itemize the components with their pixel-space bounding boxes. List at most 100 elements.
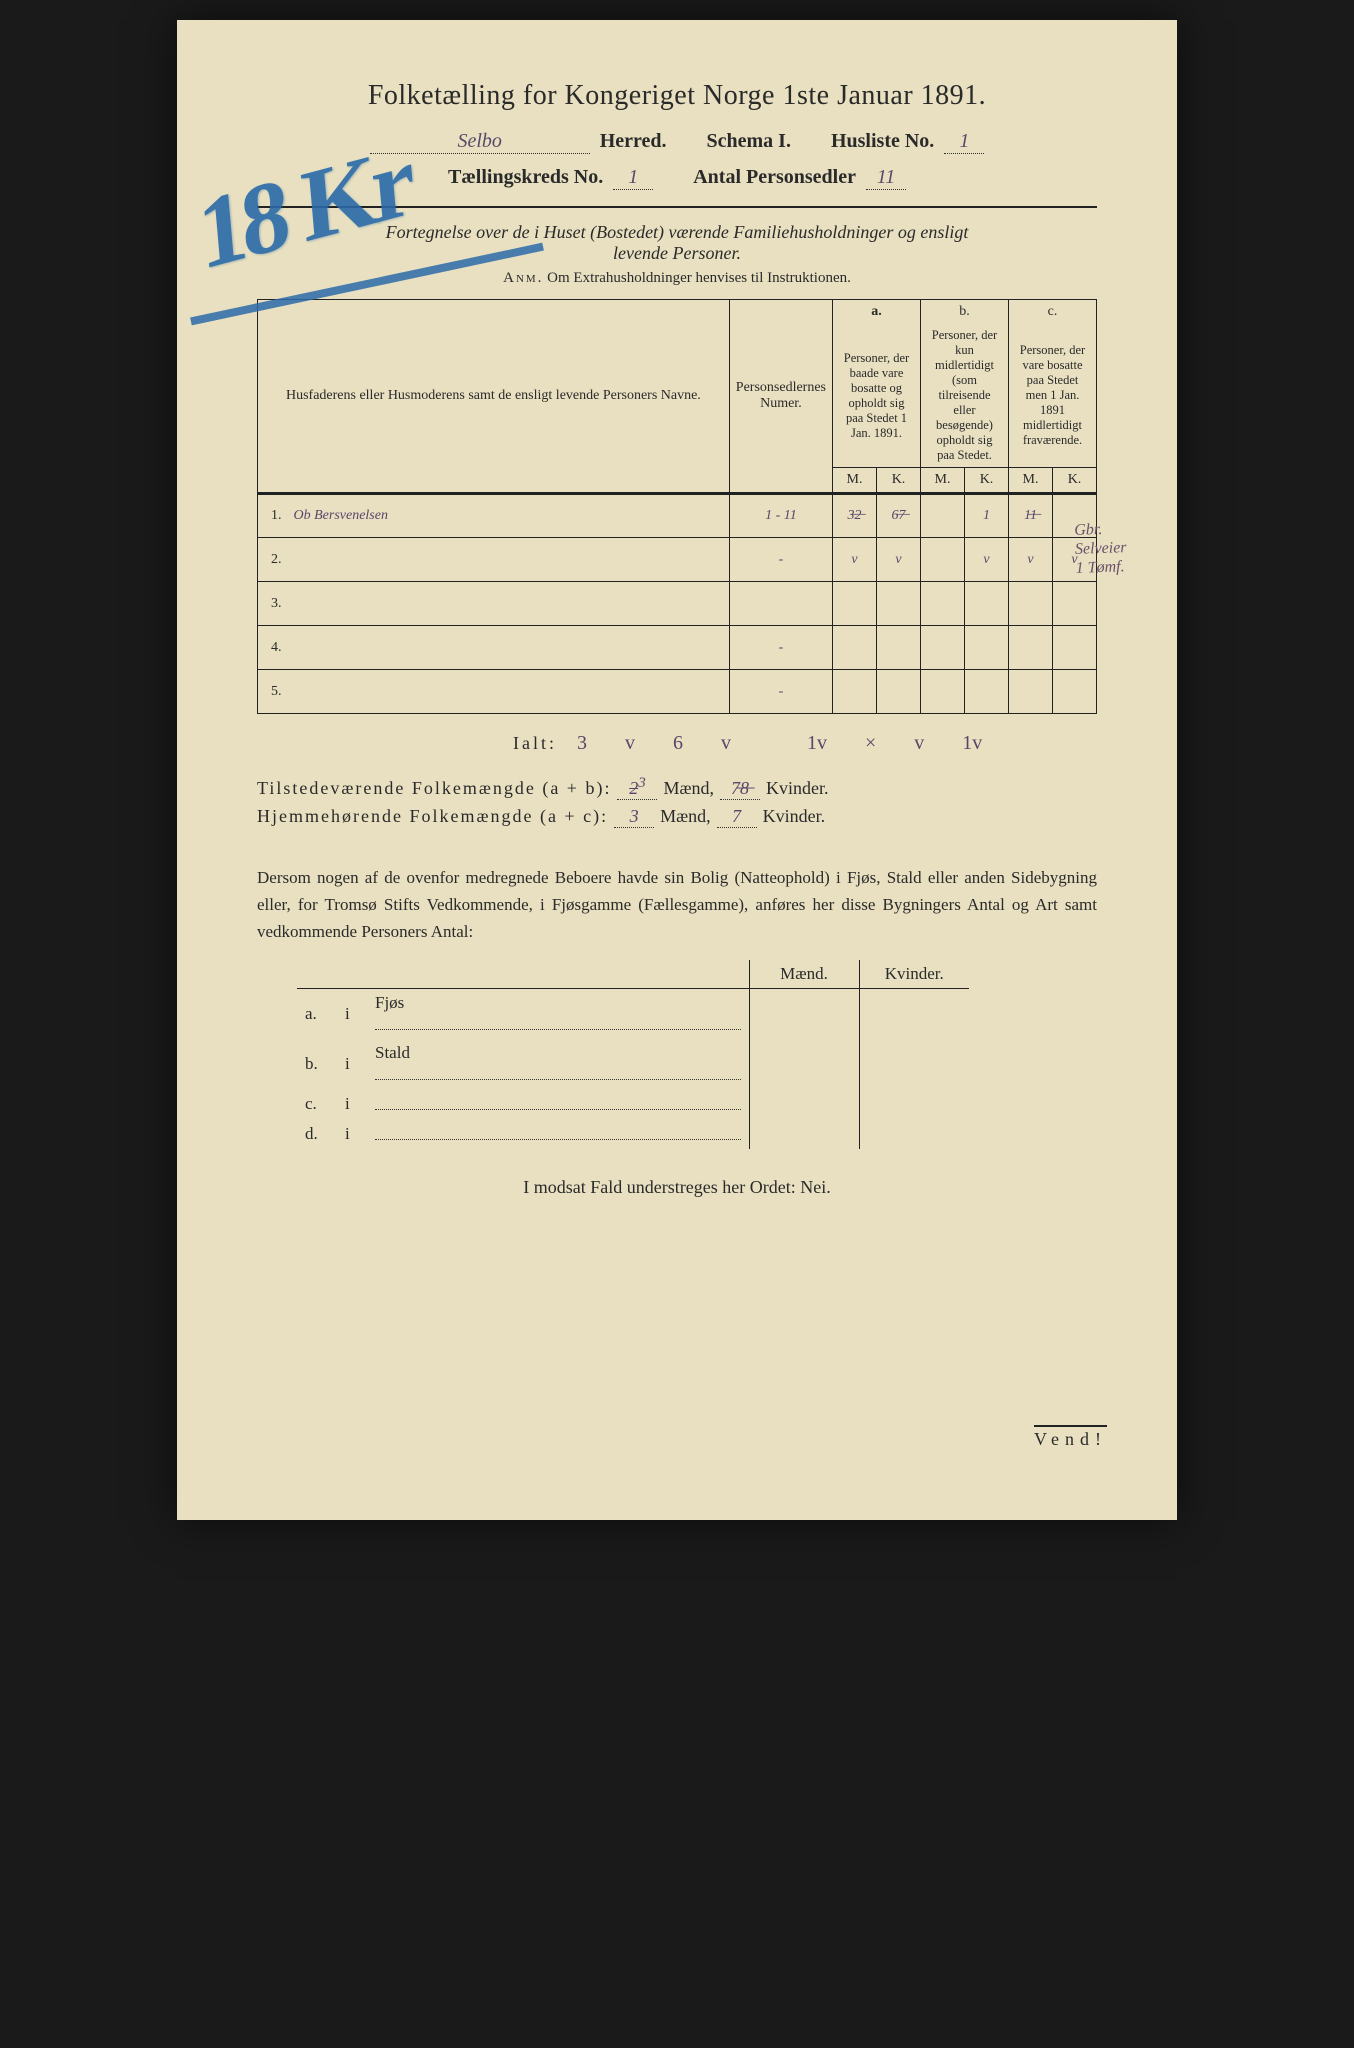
a-k-cell[interactable]: 6̶7̶ (877, 494, 921, 538)
bldg-kvinder-cell[interactable] (859, 1119, 969, 1149)
a-m-cell[interactable] (833, 582, 877, 626)
a-m-cell[interactable]: v (833, 538, 877, 582)
b-m-cell[interactable] (921, 582, 965, 626)
schema-label: Schema I. (707, 130, 791, 153)
ialt-value: v (914, 732, 924, 755)
ialt-value: 1v (807, 732, 827, 755)
col-c-m: M. (1009, 468, 1053, 494)
col-c-head: c. (1009, 300, 1097, 325)
c-k-cell[interactable] (1053, 670, 1097, 714)
name-cell[interactable] (288, 670, 730, 714)
bldg-maend-cell[interactable] (749, 1089, 859, 1119)
c-m-cell[interactable]: v (1009, 538, 1053, 582)
c-m-cell[interactable] (1009, 582, 1053, 626)
bldg-maend-cell[interactable] (749, 1119, 859, 1149)
bldg-i: i (337, 1119, 367, 1149)
c-k-cell[interactable] (1053, 582, 1097, 626)
c-m-cell[interactable] (1009, 626, 1053, 670)
bldg-label[interactable]: Stald (367, 1039, 749, 1089)
table-row: 2.-vvvvv (258, 538, 1097, 582)
b-k-cell[interactable] (965, 670, 1009, 714)
col-names: Husfaderens eller Husmoderens samt de en… (258, 300, 730, 494)
totals-row-1: Tilstedeværende Folkemængde (a + b): 23 … (257, 775, 1097, 800)
a-m-cell[interactable] (833, 626, 877, 670)
vend-label: Vend! (1034, 1425, 1107, 1450)
col-c-desc: Personer, der vare bosatte paa Stedet me… (1009, 324, 1097, 468)
bldg-kvinder-label: Kvinder. (859, 960, 969, 989)
col-a-head: a. (833, 300, 921, 325)
a-k-cell[interactable]: v (877, 538, 921, 582)
bldg-i: i (337, 1089, 367, 1119)
herred-field[interactable]: Selbo (370, 130, 590, 154)
row2-k[interactable]: 7 (717, 806, 757, 828)
name-cell[interactable]: Ob Bersvenelsen (288, 494, 730, 538)
maend-label: Mænd, (663, 778, 714, 799)
bldg-i: i (337, 988, 367, 1039)
building-table: Mænd. Kvinder. a.iFjøs b.iStald c.id.i (297, 960, 969, 1149)
b-k-cell[interactable]: 1 (965, 494, 1009, 538)
b-k-cell[interactable] (965, 626, 1009, 670)
ialt-label: Ialt: (257, 733, 577, 754)
ialt-values: 3v6v1v×v1v (577, 732, 1097, 755)
a-k-cell[interactable] (877, 626, 921, 670)
header-row-2: Tællingskreds No. 1 Antal Personsedler 1… (257, 166, 1097, 190)
bldg-maend-cell[interactable] (749, 988, 859, 1039)
bldg-kvinder-cell[interactable] (859, 1089, 969, 1119)
bldg-i: i (337, 1039, 367, 1089)
a-k-cell[interactable] (877, 670, 921, 714)
num-cell[interactable]: 1 - 11 (729, 494, 832, 538)
row-num: 4. (258, 626, 288, 670)
row-num: 1. (258, 494, 288, 538)
personsedler-field[interactable]: 11 (866, 166, 906, 190)
table-row: 3. (258, 582, 1097, 626)
bldg-maend-cell[interactable] (749, 1039, 859, 1089)
row1-m[interactable]: 23 (617, 775, 657, 800)
row1-k[interactable]: 7̶8̶ (720, 778, 760, 800)
herred-label: Herred. (600, 130, 667, 153)
num-cell[interactable]: - (729, 670, 832, 714)
totals-block: Tilstedeværende Folkemængde (a + b): 23 … (257, 775, 1097, 828)
col-b-m: M. (921, 468, 965, 494)
row2-m[interactable]: 3 (614, 806, 654, 828)
bldg-label[interactable]: Fjøs (367, 988, 749, 1039)
bldg-label[interactable] (367, 1119, 749, 1149)
a-k-cell[interactable] (877, 582, 921, 626)
building-paragraph: Dersom nogen af de ovenfor medregnede Be… (257, 864, 1097, 946)
anm-text: Om Extrahusholdninger henvises til Instr… (547, 270, 851, 286)
c-k-cell[interactable] (1053, 626, 1097, 670)
num-cell[interactable]: - (729, 626, 832, 670)
num-cell[interactable] (729, 582, 832, 626)
horizontal-rule (257, 206, 1097, 208)
margin-note: Gbr. Selveier 1 Tømf. (1074, 519, 1128, 578)
name-cell[interactable] (288, 538, 730, 582)
census-form-page: 18 Kr Folketælling for Kongeriget Norge … (177, 20, 1177, 1520)
num-cell[interactable]: - (729, 538, 832, 582)
row-num: 2. (258, 538, 288, 582)
bldg-kvinder-cell[interactable] (859, 1039, 969, 1089)
kreds-field[interactable]: 1 (613, 166, 653, 190)
a-m-cell[interactable] (833, 670, 877, 714)
bldg-key: a. (297, 988, 337, 1039)
c-m-cell[interactable]: 1̶1̶ (1009, 494, 1053, 538)
c-m-cell[interactable] (1009, 670, 1053, 714)
b-k-cell[interactable] (965, 582, 1009, 626)
col-a-m: M. (833, 468, 877, 494)
maend-label-2: Mænd, (660, 806, 711, 827)
bldg-key: c. (297, 1089, 337, 1119)
b-k-cell[interactable]: v (965, 538, 1009, 582)
bldg-label[interactable] (367, 1089, 749, 1119)
table-header: Husfaderens eller Husmoderens samt de en… (258, 300, 1097, 494)
b-m-cell[interactable] (921, 494, 965, 538)
husliste-field[interactable]: 1 (944, 130, 984, 154)
name-cell[interactable] (288, 582, 730, 626)
bldg-kvinder-cell[interactable] (859, 988, 969, 1039)
b-m-cell[interactable] (921, 670, 965, 714)
name-cell[interactable] (288, 626, 730, 670)
bldg-row: c.i (297, 1089, 969, 1119)
anm-note: Anm. Om Extrahusholdninger henvises til … (257, 270, 1097, 287)
b-m-cell[interactable] (921, 538, 965, 582)
bldg-maend-label: Mænd. (749, 960, 859, 989)
col-c-k: K. (1053, 468, 1097, 494)
a-m-cell[interactable]: 3̶2̶ (833, 494, 877, 538)
b-m-cell[interactable] (921, 626, 965, 670)
